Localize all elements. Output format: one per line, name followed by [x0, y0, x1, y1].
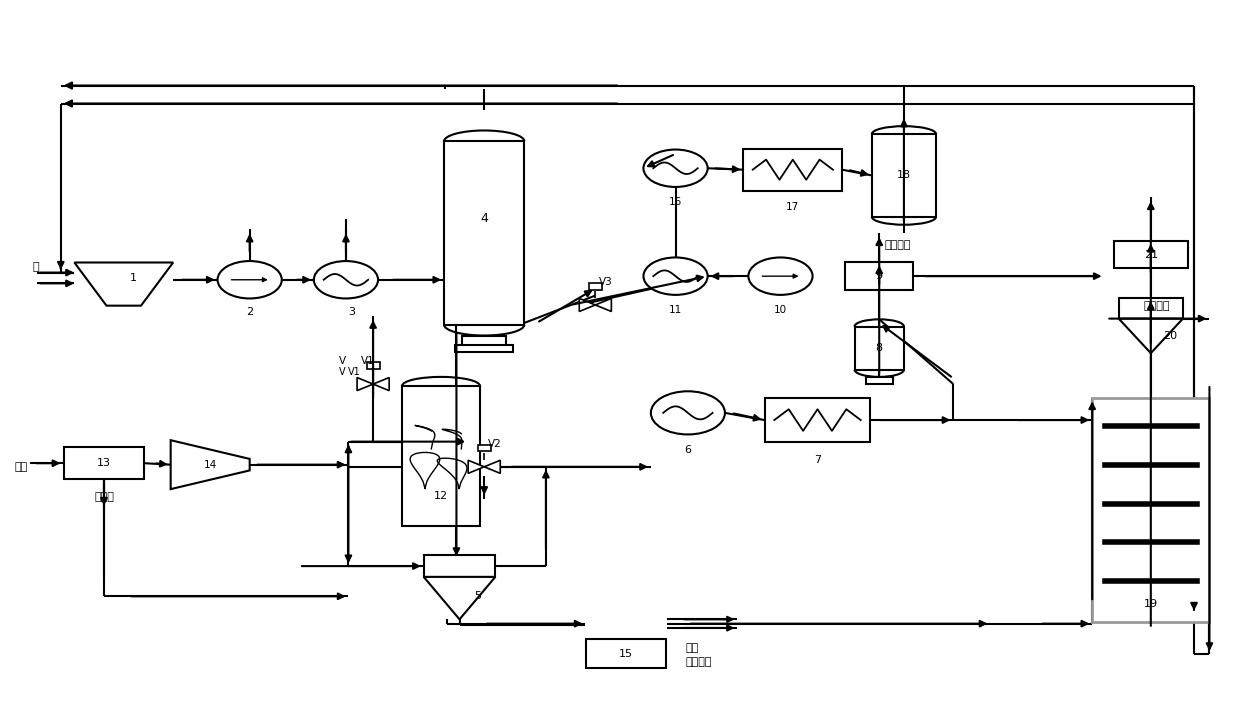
Polygon shape — [74, 262, 174, 306]
Bar — [1092, 399, 1209, 621]
Text: 生物原油: 生物原油 — [1143, 302, 1171, 311]
Circle shape — [314, 261, 378, 299]
Text: 7: 7 — [813, 455, 821, 465]
Polygon shape — [469, 460, 484, 473]
Text: 氢气: 氢气 — [686, 643, 698, 653]
Bar — [64, 447, 144, 479]
Polygon shape — [357, 378, 373, 391]
Bar — [846, 262, 913, 290]
Text: V1: V1 — [361, 356, 374, 366]
Bar — [589, 283, 601, 289]
Bar — [444, 141, 525, 325]
Bar — [1118, 299, 1183, 318]
Text: 氮气等: 氮气等 — [94, 492, 114, 502]
Text: 19: 19 — [1143, 599, 1158, 608]
Text: 6: 6 — [684, 444, 692, 455]
Circle shape — [749, 257, 812, 295]
Bar — [402, 386, 480, 526]
Polygon shape — [595, 299, 611, 312]
Text: 8: 8 — [875, 343, 883, 353]
Text: 21: 21 — [1143, 249, 1158, 260]
Polygon shape — [171, 440, 249, 489]
Text: 4: 4 — [480, 212, 489, 225]
Bar — [1114, 241, 1188, 268]
Bar — [866, 377, 893, 384]
Text: V2: V2 — [487, 439, 502, 449]
Text: 2: 2 — [246, 307, 253, 317]
Text: 3: 3 — [348, 307, 356, 317]
Text: V3: V3 — [599, 277, 613, 287]
Bar — [744, 149, 842, 191]
Circle shape — [217, 261, 281, 299]
Text: 10: 10 — [774, 305, 787, 315]
Text: 11: 11 — [668, 305, 682, 315]
Circle shape — [644, 149, 708, 187]
Text: 14: 14 — [203, 460, 217, 470]
Polygon shape — [484, 460, 500, 473]
Bar — [587, 639, 666, 668]
Text: 20: 20 — [1163, 331, 1177, 341]
Bar — [424, 555, 495, 577]
Text: 13: 13 — [97, 458, 112, 468]
Bar — [367, 362, 379, 368]
Text: 17: 17 — [786, 202, 800, 212]
Text: 18: 18 — [897, 170, 911, 181]
Polygon shape — [373, 378, 389, 391]
Bar — [477, 445, 491, 452]
Polygon shape — [579, 299, 595, 312]
Text: 5: 5 — [475, 592, 481, 601]
Text: 16: 16 — [668, 197, 682, 207]
Text: 其他气体: 其他气体 — [686, 658, 712, 668]
Text: 1: 1 — [130, 273, 138, 283]
Bar — [765, 399, 870, 442]
Text: V: V — [340, 367, 346, 377]
Bar — [872, 134, 936, 217]
Circle shape — [651, 392, 725, 434]
Text: 9: 9 — [875, 271, 883, 281]
Text: 12: 12 — [434, 491, 448, 500]
Bar — [463, 336, 506, 346]
Polygon shape — [424, 577, 495, 619]
Text: 煤: 煤 — [32, 262, 38, 272]
Polygon shape — [1118, 318, 1183, 353]
Bar — [455, 345, 513, 352]
Bar — [854, 326, 904, 370]
Text: 无害煤灰: 无害煤灰 — [884, 240, 911, 250]
Circle shape — [644, 257, 708, 295]
Text: 空气: 空气 — [14, 462, 27, 472]
Text: V: V — [339, 356, 346, 366]
Text: V1: V1 — [348, 367, 361, 377]
Text: 15: 15 — [619, 649, 634, 659]
